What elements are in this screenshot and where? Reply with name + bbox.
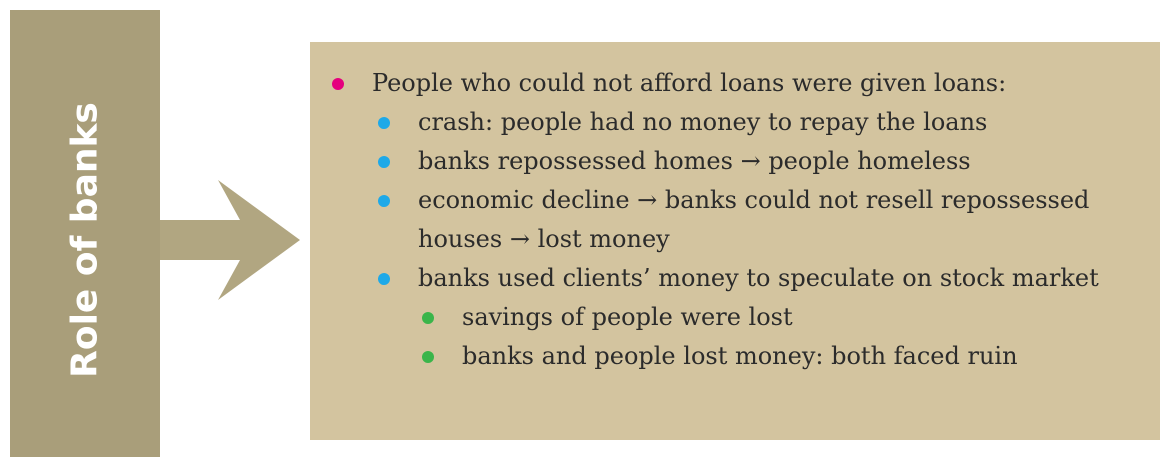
bullet-text: savings of people were lost (462, 303, 793, 331)
bullet-dot (332, 78, 344, 90)
bullet-item: savings of people were lost (422, 298, 1150, 337)
bullet-text: banks repossessed homes → people homeles… (418, 147, 971, 175)
bullet-item: banks repossessed homes → people homeles… (378, 142, 1150, 181)
bullet-text: People who could not afford loans were g… (372, 69, 1007, 97)
bullet-dot (378, 117, 390, 129)
bullet-dot (378, 195, 390, 207)
content-panel: People who could not afford loans were g… (310, 42, 1160, 440)
arrow (160, 180, 300, 300)
bullet-item: crash: people had no money to repay the … (378, 103, 1150, 142)
bullet-text: crash: people had no money to repay the … (418, 108, 988, 136)
bullet-dot (378, 273, 390, 285)
side-title: Role of banks (64, 102, 106, 378)
bullet-text: banks and people lost money: both faced … (462, 342, 1018, 370)
bullet-item: banks and people lost money: both faced … (422, 337, 1150, 376)
bullet-list-3: savings of people were lost banks and peo… (418, 298, 1150, 376)
bullet-item: economic decline → banks could not resel… (378, 181, 1150, 259)
bullet-dot (422, 312, 434, 324)
bullet-text: banks used clients’ money to speculate o… (418, 264, 1099, 292)
bullet-dot (378, 156, 390, 168)
bullet-item: People who could not afford loans were g… (332, 64, 1150, 376)
bullet-text: economic decline → banks could not resel… (418, 186, 1090, 253)
bullet-item: banks used clients’ money to speculate o… (378, 259, 1150, 376)
bullet-list-1: People who could not afford loans were g… (310, 64, 1150, 376)
bullet-dot (422, 351, 434, 363)
side-box (10, 10, 160, 457)
bullet-list-2: crash: people had no money to repay the … (372, 103, 1150, 376)
arrow-shape (160, 180, 300, 300)
